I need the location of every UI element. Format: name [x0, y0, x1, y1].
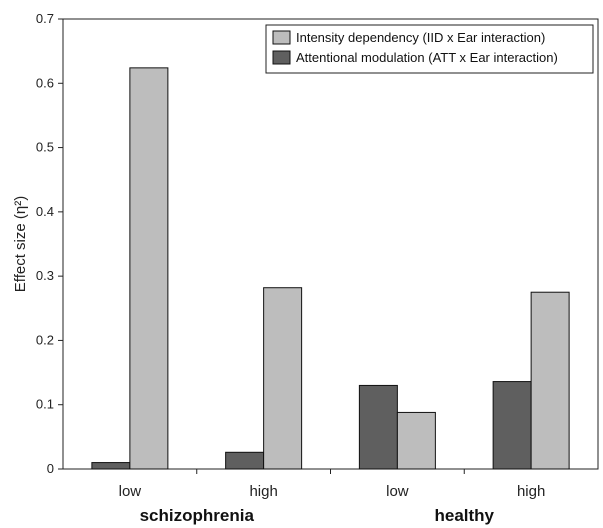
y-tick-label: 0.4 [36, 204, 54, 219]
x-category-label: low [119, 483, 142, 500]
bar [396, 411, 436, 470]
bar [91, 462, 131, 470]
bars [91, 67, 570, 470]
legend-label: Intensity dependency (IID x Ear interact… [296, 30, 545, 45]
y-tick-label: 0.2 [36, 332, 54, 347]
y-axis-title: Effect size (η²) [12, 196, 29, 292]
legend-frame [265, 24, 594, 74]
y-tick-label: 0.7 [36, 11, 54, 26]
bar [530, 291, 570, 470]
x-axis: low high low high schizophrenia healthy [119, 469, 545, 525]
legend-label: Attentional modulation (ATT x Ear intera… [296, 50, 558, 65]
legend-swatch [272, 50, 291, 65]
x-group-label: schizophrenia [140, 506, 255, 525]
legend-swatch [272, 30, 291, 45]
y-tick-label: 0.6 [36, 75, 54, 90]
y-tick-label: 0.1 [36, 397, 54, 412]
bar [492, 381, 532, 470]
bar [225, 451, 265, 470]
bar [263, 287, 303, 470]
x-category-label: low [386, 483, 409, 500]
y-tick-label: 0 [47, 461, 54, 476]
y-axis: 0 0.1 0.2 0.3 0.4 0.5 0.6 0.7 [36, 11, 63, 476]
x-group-label: healthy [434, 506, 494, 525]
bar [358, 384, 398, 470]
y-tick-label: 0.5 [36, 140, 54, 155]
y-tick-label: 0.3 [36, 268, 54, 283]
x-category-label: high [249, 483, 277, 500]
bar [129, 67, 169, 470]
x-category-label: high [517, 483, 545, 500]
legend: Intensity dependency (IID x Ear interact… [265, 24, 594, 74]
